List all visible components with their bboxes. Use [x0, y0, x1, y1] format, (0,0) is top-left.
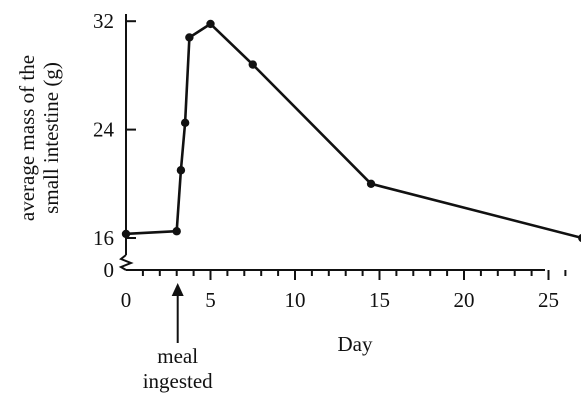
y-axis-title-line-2: small intestine (g) — [39, 62, 63, 214]
data-point — [366, 179, 376, 188]
x-tick-label: 10 — [285, 288, 306, 312]
x-tick-label: 20 — [454, 288, 475, 312]
data-point — [578, 234, 581, 242]
x-tick-label: 5 — [205, 288, 216, 312]
annotation-arrow-head — [171, 283, 184, 296]
series-line — [125, 22, 581, 240]
data-point — [176, 166, 186, 175]
x-tick-label: 0 — [121, 288, 132, 312]
y-tick-label: 0 — [104, 258, 115, 282]
y-tick-label: 16 — [93, 226, 114, 250]
x-tick-label: 15 — [369, 288, 390, 312]
data-point — [206, 19, 215, 29]
data-point — [185, 33, 194, 42]
meal-ingested-annotation: meal ingested — [143, 283, 213, 393]
x-axis-title: Day — [338, 332, 373, 356]
data-series — [121, 19, 581, 242]
y-axis-title-line-1: average mass of the — [15, 55, 39, 221]
y-tick-label: 32 — [93, 9, 114, 33]
data-point — [121, 229, 131, 239]
data-point — [180, 118, 190, 128]
y-tick-label: 24 — [93, 118, 115, 142]
data-point — [172, 227, 181, 236]
annotation-line-1: meal — [157, 344, 198, 368]
axis-ticks: 0 16 24 32 0 5 10 15 20 25 — [93, 9, 567, 312]
data-point — [248, 60, 257, 69]
x-tick-label: 25 — [538, 288, 559, 312]
annotation-line-2: ingested — [143, 369, 213, 393]
y-axis-break — [118, 254, 134, 271]
